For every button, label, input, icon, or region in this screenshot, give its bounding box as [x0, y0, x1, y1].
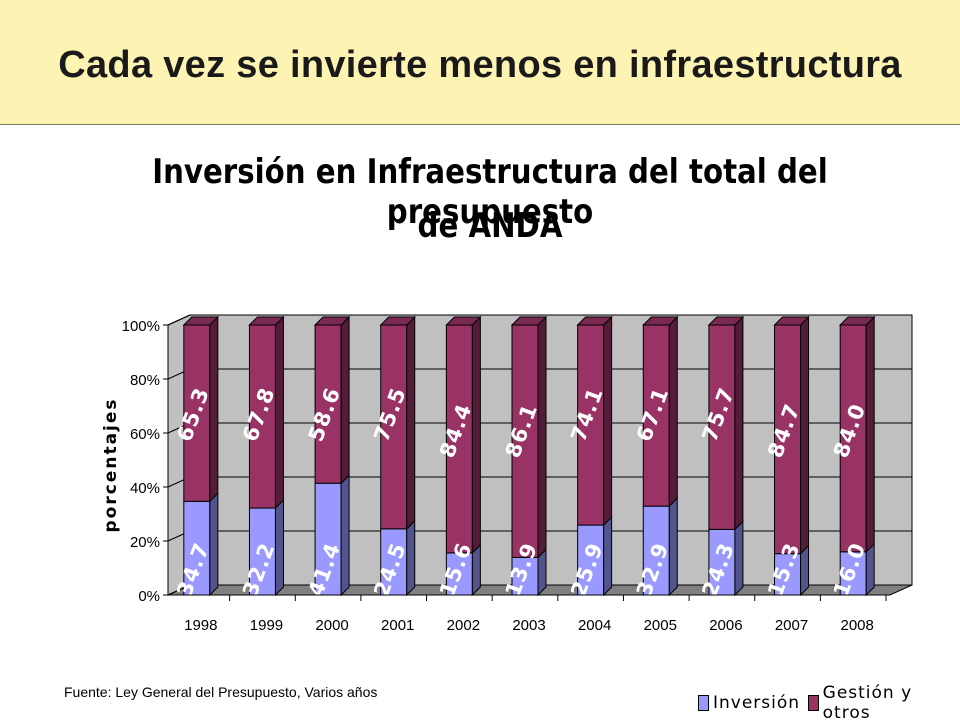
bar-top: [642, 316, 679, 326]
bar-side: [406, 315, 416, 531]
legend-label-inversion: Inversión: [713, 693, 801, 713]
bar-top: [576, 316, 613, 326]
legend-swatch-inversion: [698, 695, 709, 711]
bar-gestion-1999: [248, 315, 285, 510]
bar-inversion-2003: [511, 548, 547, 597]
bar-side: [209, 492, 219, 597]
bar-top: [510, 316, 548, 326]
bar-gestion-2007: [773, 315, 810, 555]
bar-top: [838, 316, 876, 326]
legend-label-gestion: Gestión y otros: [822, 683, 913, 723]
bar-inversion-2004: [577, 515, 613, 597]
bar-gestion-1998: [182, 315, 220, 503]
legend-item-inversion: Inversión: [698, 693, 800, 713]
bar-side: [734, 315, 744, 531]
x-tick-label-2002: 2002: [447, 617, 480, 634]
chart-title-line1: Inversión en Infraestructura del total d…: [152, 152, 828, 232]
bar-inversion-2005: [642, 496, 678, 597]
bar-gestion-2006: [707, 315, 745, 531]
bar-gestion-2003: [510, 315, 548, 559]
bar-side: [471, 315, 481, 555]
x-tick-label-2007: 2007: [775, 617, 808, 634]
bar-front: [183, 500, 211, 596]
bar-front: [314, 482, 342, 596]
bar-top: [182, 316, 220, 326]
bar-side: [274, 315, 284, 510]
bar-front: [642, 505, 670, 596]
bar-front: [314, 324, 342, 484]
bar-top: [379, 316, 416, 326]
x-tick-label-2008: 2008: [840, 617, 873, 634]
bar-inversion-2001: [380, 519, 416, 597]
bar-inversion-2007: [774, 544, 810, 597]
bar-inversion-2006: [708, 520, 744, 597]
x-tick-label-2004: 2004: [578, 617, 611, 634]
x-tick-label-2003: 2003: [512, 617, 545, 634]
bar-front: [511, 324, 539, 558]
x-tick-label-2005: 2005: [644, 617, 677, 634]
slide-title: Cada vez se invierte menos en infraestru…: [58, 44, 902, 86]
bar-gestion-2004: [576, 315, 613, 527]
bar-side: [800, 315, 810, 555]
chart-title-line2: de ANDA: [417, 206, 563, 246]
header-band: [0, 0, 960, 125]
bar-top: [445, 316, 482, 326]
bar-front: [248, 507, 276, 596]
bar-top: [773, 316, 810, 326]
bar-front: [380, 324, 408, 530]
bar-side: [865, 315, 875, 554]
bar-gestion-2000: [313, 315, 351, 485]
bar-front: [248, 324, 276, 509]
bar-side: [734, 520, 744, 597]
bar-side: [209, 315, 219, 503]
bar-side: [668, 315, 678, 508]
x-tick-label-2001: 2001: [381, 617, 414, 634]
x-tick-label-2000: 2000: [315, 617, 348, 634]
legend: Inversión Gestión y otros: [698, 683, 960, 723]
bar-gestion-2005: [642, 315, 679, 508]
bar-gestion-2008: [838, 315, 876, 554]
y-axis-label: porcentajes: [101, 397, 121, 532]
gridline-side: [167, 314, 191, 326]
bar-side: [603, 515, 613, 597]
bar-inversion-2008: [839, 542, 875, 597]
bar-top: [707, 316, 745, 326]
x-tick-label-1998: 1998: [184, 617, 217, 634]
legend-swatch-gestion: [808, 695, 819, 711]
bar-front: [642, 324, 670, 507]
bar-front: [774, 324, 802, 555]
bar-inversion-1998: [183, 492, 219, 597]
bar-top: [248, 316, 285, 326]
bar-side: [406, 519, 416, 597]
y-tick-label: 0%: [138, 588, 160, 605]
bar-front: [839, 324, 867, 553]
bar-inversion-1999: [248, 498, 284, 597]
source-note: Fuente: Ley General del Presupuesto, Var…: [64, 684, 378, 700]
y-tick-label: 40%: [130, 480, 160, 497]
bar-top: [313, 316, 351, 326]
bar-side: [603, 315, 613, 527]
bar-front: [577, 324, 605, 526]
bar-gestion-2002: [445, 315, 482, 555]
bar-side: [537, 315, 547, 559]
x-tick-label-2006: 2006: [709, 617, 742, 634]
x-tick-label-1999: 1999: [250, 617, 283, 634]
y-tick-label: 20%: [130, 534, 160, 551]
y-tick-label: 60%: [130, 426, 160, 443]
y-tick-label: 80%: [130, 372, 160, 389]
bar-side: [340, 474, 350, 597]
legend-item-gestion: Gestión y otros: [808, 683, 960, 723]
y-tick-label: 100%: [122, 318, 160, 335]
bar-gestion-2001: [379, 315, 416, 531]
bar-front: [708, 324, 736, 530]
